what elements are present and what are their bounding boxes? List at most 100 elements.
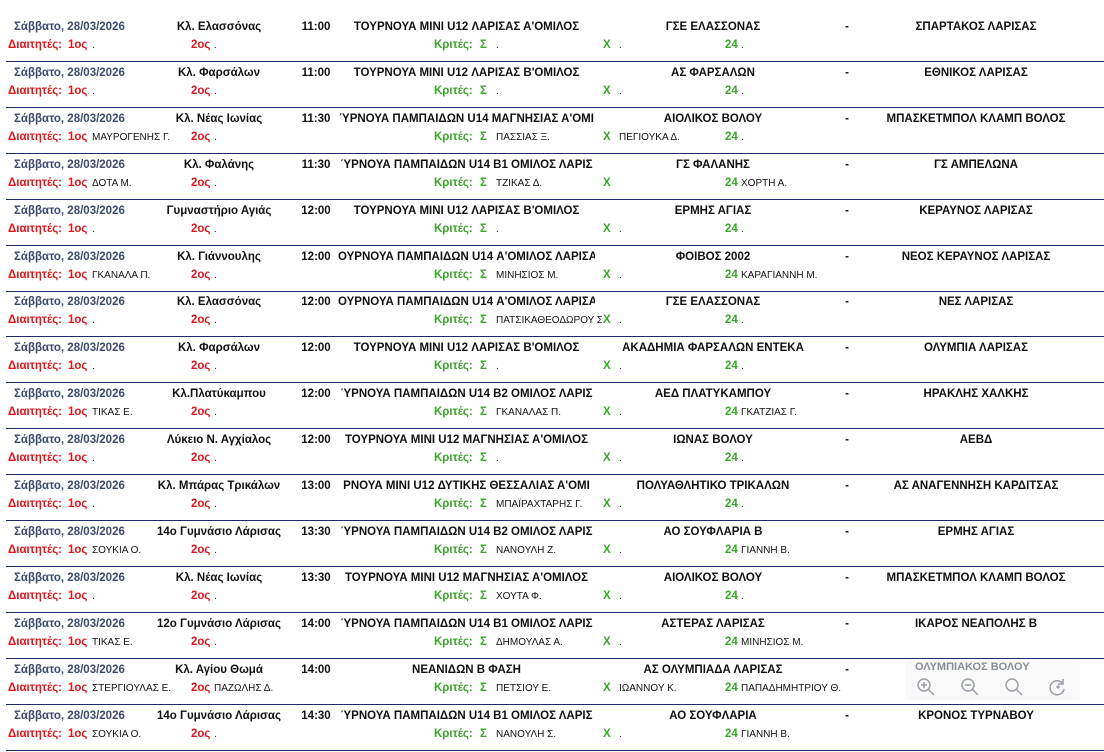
match-date: Σάββατο, 28/03/2026: [14, 158, 125, 171]
judge-2-name: .: [619, 544, 622, 556]
judge-x-label: Χ: [603, 452, 611, 465]
referee-2-label: 2ος: [191, 681, 211, 694]
overlay-team-name: ΟΛΥΜΠΙΑΚΟΣ ΒΟΛΟΥ: [915, 661, 1030, 673]
judge-3-name: ΓΙΑΝΝΗ Β.: [741, 728, 790, 740]
competition: ΟΥΡΝΟΥΑ ΠΑΜΠΑΙΔΩΝ U14 Α'ΟΜΙΛΟΣ ΛΑΡΙΣΑ: [338, 250, 595, 263]
vs-dash: -: [845, 617, 849, 630]
vs-dash: -: [845, 66, 849, 79]
judge-x-label: Χ: [603, 222, 611, 235]
judge-2-name: .: [619, 453, 622, 465]
away-team: ΚΡΟΝΟΣ ΤΥΡΝΑΒΟΥ: [918, 709, 1034, 722]
kickoff-time: 11:00: [301, 21, 331, 33]
judges-label: Κριτές:: [434, 727, 473, 740]
referee-2-name: .: [214, 590, 217, 602]
judge-24-label: 24: [725, 727, 738, 740]
referee-2-label: 2ος: [191, 498, 211, 510]
referees-label: Διαιτητές:: [8, 406, 63, 419]
referee-1-name: .: [92, 361, 95, 373]
judge-3-name: ΓΚΑΤΖΙΑΣ Γ.: [741, 407, 797, 419]
judges-label: Κριτές:: [434, 176, 473, 189]
match-date: Σάββατο, 28/03/2026: [14, 388, 125, 401]
rotate-icon[interactable]: [1047, 676, 1069, 698]
referees-label: Διαιτητές:: [8, 543, 63, 556]
judge-1-name: ΠΑΤΣΙΚΑΘΕΟΔΩΡΟΥ Σ: [496, 315, 602, 327]
venue: Κλ. Φαρσάλων: [177, 66, 261, 79]
referee-2-name: .: [214, 269, 217, 281]
judge-2-name: ΙΩΑΝΝΟΥ Κ.: [619, 682, 677, 694]
home-team: ΑΟ ΣΟΥΦΛΑΡΙΑ Β: [663, 525, 763, 538]
judge-3-name: .: [741, 223, 744, 235]
judge-24-label: 24: [725, 406, 738, 419]
judge-x-label: Χ: [603, 176, 611, 189]
search-icon[interactable]: [1003, 676, 1025, 698]
match-date: Σάββατο, 28/03/2026: [14, 112, 125, 125]
home-team: ΑΕΔ ΠΛΑΤΥΚΑΜΠΟΥ: [654, 388, 772, 401]
zoom-in-icon[interactable]: [915, 676, 937, 698]
judge-1-name: ΝΑΝΟΥΛΗ Σ.: [496, 728, 557, 740]
judge-3-name: .: [741, 361, 744, 373]
referees-label: Διαιτητές:: [8, 727, 63, 740]
judges-label: Κριτές:: [434, 406, 473, 419]
judge-2-name: .: [619, 499, 622, 510]
fixture-row: Σάββατο, 28/03/2026 Γυμναστήριο Αγιάς 12:0…: [0, 201, 1104, 247]
referee-1-label: 1ος: [68, 406, 88, 419]
judge-24-label: 24: [725, 268, 738, 281]
referee-2-name: .: [214, 223, 217, 235]
judge-3-name: ΧΟΡΤΗ Α.: [741, 177, 788, 189]
judge-2-name: .: [619, 407, 622, 419]
judge-sigma-label: Σ: [480, 39, 487, 51]
away-team: ΜΠΑΣΚΕΤΜΠΟΛ ΚΛΑΜΠ ΒΟΛΟΣ: [886, 571, 1066, 584]
referees-label: Διαιτητές:: [8, 452, 63, 465]
row-divider: [6, 428, 1104, 430]
judge-3-name: .: [741, 590, 744, 602]
judge-sigma-label: Σ: [480, 589, 487, 602]
vs-dash: -: [845, 571, 849, 584]
kickoff-time: 13:30: [301, 525, 331, 538]
kickoff-time: 11:30: [301, 158, 331, 171]
fixture-row: Σάββατο, 28/03/2026 12ο Γυμνάσιο Λάρισας 1…: [0, 614, 1104, 660]
judge-1-name: .: [496, 361, 499, 373]
judges-label: Κριτές:: [434, 543, 473, 556]
referee-1-label: 1ος: [68, 130, 88, 143]
referee-2-name: .: [214, 407, 217, 419]
judge-sigma-label: Σ: [480, 635, 487, 648]
judge-sigma-label: Σ: [480, 84, 487, 97]
judge-24-label: 24: [725, 314, 738, 327]
judges-label: Κριτές:: [434, 130, 473, 143]
referee-1-label: 1ος: [68, 360, 88, 373]
judge-x-label: Χ: [603, 39, 611, 51]
judge-x-label: Χ: [603, 589, 611, 602]
row-divider: [6, 152, 1104, 154]
referee-2-name: .: [214, 453, 217, 465]
zoom-out-icon[interactable]: [959, 676, 981, 698]
judge-x-label: Χ: [603, 681, 611, 694]
venue: Κλ. Γιάννουλης: [177, 250, 261, 263]
judge-3-name: ΓΙΑΝΝΗ Β.: [741, 544, 790, 556]
judge-2-name: .: [619, 315, 622, 327]
referee-2-label: 2ος: [191, 222, 211, 235]
referees-label: Διαιτητές:: [8, 39, 63, 51]
judge-3-name: ΠΑΠΑΔΗΜΗΤΡΙΟΥ Θ.: [741, 682, 842, 694]
judge-24-label: 24: [725, 360, 738, 373]
judges-label: Κριτές:: [434, 681, 473, 694]
venue: Λύκειο Ν. Αγχίαλος: [166, 434, 272, 447]
fixture-row: Σάββατο, 28/03/2026 Κλ. Μπάρας Τρικάλων 13…: [0, 476, 1104, 522]
judge-1-name: ΠΕΤΣΙΟΥ Ε.: [496, 682, 552, 694]
judge-24-label: 24: [725, 681, 738, 694]
kickoff-time: 12:00: [301, 342, 331, 355]
home-team: ΓΣΕ ΕΛΑΣΣΟΝΑΣ: [665, 21, 761, 33]
judge-sigma-label: Σ: [480, 268, 487, 281]
away-team: ΑΕΒΔ: [959, 434, 993, 447]
referees-label: Διαιτητές:: [8, 84, 63, 97]
referee-2-label: 2ος: [191, 268, 211, 281]
referee-1-label: 1ος: [68, 39, 88, 51]
judges-label: Κριτές:: [434, 360, 473, 373]
referee-2-name: .: [214, 85, 217, 97]
match-date: Σάββατο, 28/03/2026: [14, 66, 125, 79]
vs-dash: -: [845, 709, 849, 722]
judges-label: Κριτές:: [434, 314, 473, 327]
fixture-row: Σάββατο, 28/03/2026 Κλ. Νέας Ιωνίας 13:30 Τ…: [0, 568, 1104, 614]
referee-2-label: 2ος: [191, 39, 211, 51]
row-divider: [6, 336, 1104, 338]
row-divider: [6, 611, 1104, 613]
